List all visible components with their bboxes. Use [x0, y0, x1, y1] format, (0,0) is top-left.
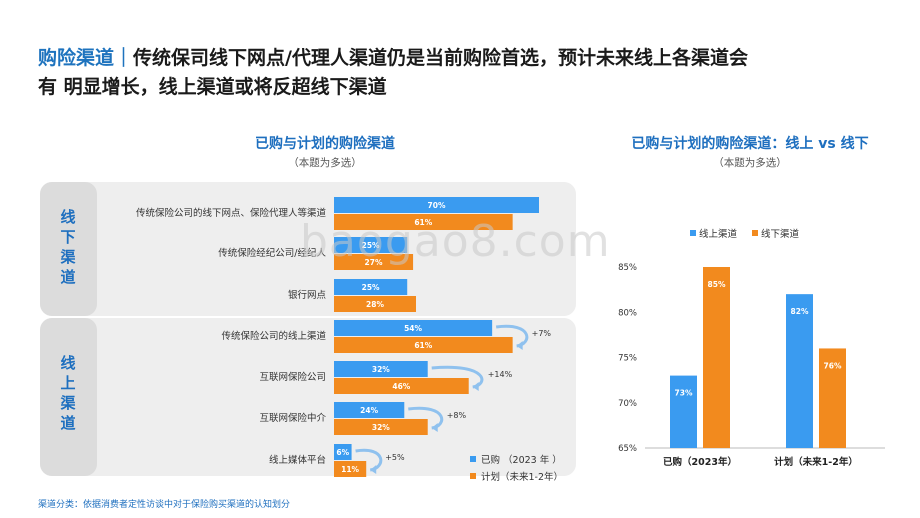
bar-label-purchased: 54% — [404, 324, 422, 333]
bar-label-offline: 85% — [708, 280, 726, 289]
group-label-char: 渠 — [60, 394, 75, 412]
bar-label-planned: 28% — [366, 300, 384, 309]
group-label-char: 下 — [60, 228, 75, 246]
bar-purchased — [334, 361, 428, 377]
growth-arrowhead — [431, 423, 438, 432]
group-label-char: 线 — [60, 354, 75, 372]
legend-label-planned: 计划（未来1-2年） — [481, 471, 563, 483]
y-tick-label: 65% — [618, 444, 637, 454]
growth-annotation: +14% — [488, 370, 513, 379]
y-tick-label: 80% — [618, 308, 637, 318]
y-tick-label: 85% — [618, 263, 637, 273]
bar-planned — [334, 296, 416, 312]
bar-purchased — [334, 279, 408, 295]
headline-line1: 传统保司线下网点/代理人渠道仍是当前购险首选，预计未来线上各渠道会 — [133, 47, 748, 69]
left-chart-title: 已购与计划的购险渠道 — [255, 136, 395, 152]
growth-arrowhead — [370, 465, 377, 474]
group-label-char: 渠 — [60, 248, 75, 266]
growth-annotation: +7% — [532, 329, 552, 338]
x-category-label: 已购（2023年） — [663, 456, 737, 468]
legend-swatch-planned — [470, 473, 476, 479]
group-label-char: 道 — [60, 414, 75, 432]
footnote: 渠道分类：依据消费者定性访谈中对于保险购买渠道的认知划分 — [38, 500, 291, 510]
bar-offline — [703, 267, 730, 448]
legend-swatch-purchased — [470, 456, 476, 462]
legend-swatch-offline — [752, 230, 758, 236]
right-chart-subtitle: （本题为多选） — [713, 157, 787, 169]
bar-online — [670, 375, 697, 448]
bar-planned — [334, 337, 513, 353]
legend-label-online: 线上渠道 — [699, 228, 738, 240]
legend-label-offline: 线下渠道 — [761, 228, 800, 240]
group-label-char: 上 — [60, 374, 75, 392]
group-label-char: 线 — [60, 208, 75, 226]
legend-swatch-online — [690, 230, 696, 236]
bar-label-planned: 27% — [365, 258, 383, 267]
category-label: 互联网保险公司 — [259, 371, 326, 383]
bar-label-planned: 46% — [392, 382, 410, 391]
offline-group-label-bg — [40, 182, 97, 316]
bar-purchased — [334, 237, 408, 253]
headline-line2: 有 明显增长，线上渠道或将反超线下渠道 — [38, 76, 387, 98]
bar-planned — [334, 419, 428, 435]
bar-label-purchased: 70% — [428, 201, 446, 210]
headline-separator: ｜ — [114, 47, 134, 69]
category-label: 银行网点 — [288, 289, 327, 301]
bar-online — [786, 294, 813, 448]
category-label: 线上媒体平台 — [269, 454, 326, 466]
bar-label-planned: 61% — [414, 218, 432, 227]
bar-purchased — [334, 402, 405, 418]
bar-label-offline: 76% — [824, 361, 842, 370]
y-tick-label: 75% — [618, 354, 637, 364]
bar-label-planned: 61% — [414, 341, 432, 350]
bar-purchased — [334, 197, 539, 213]
bar-planned — [334, 378, 469, 394]
bar-planned — [334, 214, 513, 230]
online-group-label-bg — [40, 318, 97, 476]
group-label-char: 道 — [60, 268, 75, 286]
category-label: 传统保险经纪公司/经纪人 — [218, 247, 326, 259]
bar-planned — [334, 461, 367, 477]
y-tick-label: 70% — [618, 399, 637, 409]
category-label: 互联网保险中介 — [259, 412, 326, 424]
growth-arrowhead — [516, 341, 523, 350]
legend-label-purchased: 已购 （2023 年 ） — [481, 454, 562, 466]
headline-keyword: 购险渠道 — [38, 47, 115, 69]
growth-arrowhead — [472, 382, 479, 391]
bar-label-purchased: 32% — [372, 365, 390, 374]
bar-label-purchased: 6% — [336, 448, 349, 457]
bar-purchased — [334, 444, 352, 460]
category-label: 传统保险公司的线上渠道 — [221, 330, 326, 342]
bar-label-purchased: 25% — [362, 241, 380, 250]
watermark: baogao8.com — [300, 216, 611, 267]
bar-planned — [334, 254, 414, 270]
page-headline: 购险渠道｜传统保司线下网点/代理人渠道仍是当前购险首选，预计未来线上各渠道会 有… — [38, 44, 888, 102]
growth-annotation: +5% — [385, 453, 405, 462]
bar-label-online: 82% — [791, 307, 809, 316]
bar-label-online: 73% — [675, 389, 693, 398]
right-chart-title: 已购与计划的购险渠道：线上 vs 线下 — [631, 136, 869, 152]
bar-purchased — [334, 320, 493, 336]
left-chart-subtitle: （本题为多选） — [288, 157, 362, 169]
bar-offline — [819, 348, 846, 448]
online-group-panel — [40, 318, 576, 476]
bar-label-planned: 11% — [341, 465, 359, 474]
growth-annotation: +8% — [447, 411, 467, 420]
x-category-label: 计划（未来1-2年） — [774, 456, 858, 468]
bar-label-purchased: 25% — [362, 283, 380, 292]
category-label: 传统保险公司的线下网点、保险代理人等渠道 — [136, 207, 327, 219]
bar-label-purchased: 24% — [360, 406, 378, 415]
bar-label-planned: 32% — [372, 423, 390, 432]
